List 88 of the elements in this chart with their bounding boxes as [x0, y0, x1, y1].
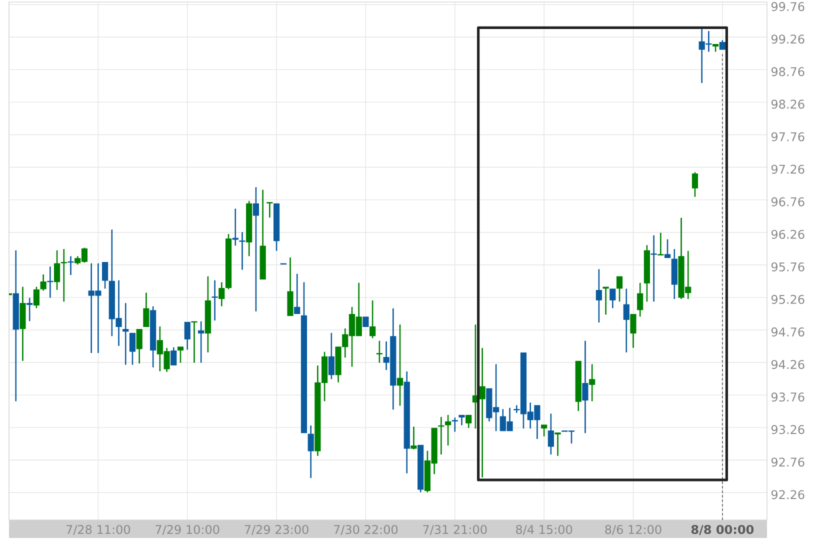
y-tick-label: 98.26 — [771, 100, 804, 109]
y-tick-label: 96.26 — [771, 230, 804, 239]
candlestick — [658, 232, 664, 256]
candlestick — [630, 314, 636, 348]
candlestick — [650, 235, 657, 302]
y-tick-label: 99.76 — [771, 2, 804, 12]
candlestick — [582, 340, 588, 434]
x-tick-label: 8/6 12:00 — [605, 524, 662, 535]
candlestick — [300, 282, 308, 434]
candlestick — [637, 282, 644, 317]
y-tick-label: 94.26 — [771, 360, 804, 370]
candlestick — [308, 425, 314, 478]
candlestick — [218, 282, 225, 306]
x-tick-label: 7/28 11:00 — [66, 524, 130, 535]
candlestick — [184, 322, 190, 350]
candlestick — [204, 276, 211, 352]
candlestick — [664, 239, 671, 258]
candlestick — [170, 347, 177, 366]
candlestick — [610, 288, 616, 308]
candlestick — [712, 44, 719, 52]
candlestick — [266, 202, 273, 218]
candlestick — [418, 444, 424, 492]
candlestick — [102, 262, 108, 289]
candlestick — [177, 346, 184, 363]
candlestick — [452, 418, 458, 432]
candlestick — [150, 306, 156, 368]
candlestick — [136, 329, 142, 364]
candlestick — [225, 234, 232, 290]
y-tick-label: 99.26 — [771, 34, 804, 44]
candlestick — [466, 414, 472, 428]
y-tick-label: 93.76 — [771, 392, 804, 402]
y-tick-label: 94.76 — [771, 327, 804, 337]
candlestick — [602, 286, 609, 315]
candlestick — [719, 40, 726, 50]
candlestick — [548, 414, 554, 455]
candlestick — [26, 298, 33, 322]
candlestick — [143, 292, 150, 328]
candlestick — [122, 302, 129, 365]
candlestick — [246, 200, 252, 256]
candlestick — [370, 300, 376, 338]
candlestick — [47, 266, 54, 298]
x-tick-label: 7/31 21:00 — [423, 524, 487, 535]
candlestick — [40, 274, 46, 291]
candlestick — [644, 245, 650, 302]
candlestick — [273, 203, 280, 251]
x-tick-label: 7/30 22:00 — [334, 524, 398, 535]
y-tick-label: 95.26 — [771, 294, 804, 304]
y-tick-label: 95.76 — [771, 262, 804, 272]
x-tick-label: 8/4 15:00 — [516, 524, 572, 535]
candlestick — [54, 250, 60, 290]
x-tick-label: 7/29 23:00 — [244, 524, 308, 535]
candlestick — [541, 424, 548, 436]
y-tick-label: 96.76 — [771, 197, 804, 206]
candlestick — [362, 316, 369, 328]
candlestick — [191, 321, 198, 363]
candlestick — [554, 432, 561, 456]
candlestick — [616, 276, 623, 302]
candlestick — [671, 248, 678, 300]
x-tick-label: 7/29 10:00 — [156, 524, 220, 535]
candlestick — [212, 280, 218, 321]
candlestick — [410, 426, 417, 450]
candlestick — [692, 172, 698, 197]
candlestick — [479, 348, 486, 478]
candlestick — [20, 286, 26, 361]
candlestick — [458, 414, 465, 426]
x-tick-label: 8/8 00:00 — [691, 524, 754, 535]
candlestick — [596, 269, 602, 322]
candlestick — [575, 360, 582, 411]
candlestick — [623, 288, 630, 352]
y-tick-label: 92.26 — [771, 490, 804, 500]
candlestick — [12, 250, 19, 402]
candlestick — [438, 416, 444, 455]
candlestick — [239, 232, 246, 270]
candlestick — [328, 332, 334, 380]
candlestick — [60, 248, 67, 302]
candlestick — [129, 332, 136, 365]
candlestick — [404, 371, 410, 474]
y-tick-label: 97.26 — [771, 164, 804, 174]
y-tick-label: 92.76 — [771, 458, 804, 467]
candlestick — [33, 286, 40, 308]
y-tick-label: 97.76 — [771, 132, 804, 142]
y-tick-label: 98.76 — [771, 67, 804, 76]
candlestick — [260, 190, 266, 280]
y-tick-label: 93.26 — [771, 425, 804, 434]
candlestick — [287, 257, 294, 316]
candlestick — [68, 256, 74, 275]
candlestick — [232, 208, 238, 246]
candlestick — [294, 274, 300, 314]
